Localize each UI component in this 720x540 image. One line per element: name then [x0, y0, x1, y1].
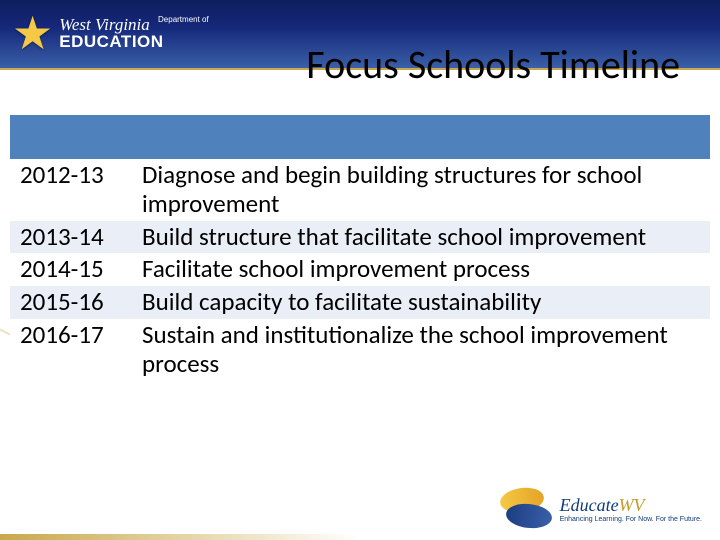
desc-cell: Sustain and institutionalize the school … — [132, 319, 710, 381]
educate-wv-mark-icon — [500, 488, 554, 530]
bottom-accent-bar — [0, 534, 360, 540]
educate-wv-brand: EducateWV — [560, 495, 702, 516]
table-row: 2013-14 Build structure that facilitate … — [10, 221, 710, 254]
logo-dept: Department of — [158, 15, 209, 24]
table-row: 2015-16 Build capacity to facilitate sus… — [10, 286, 710, 319]
logo-text: West Virginia Department of EDUCATION — [59, 16, 208, 52]
year-cell: 2013-14 — [10, 221, 132, 254]
year-cell: 2012-13 — [10, 159, 132, 221]
desc-cell: Diagnose and begin building structures f… — [132, 159, 710, 221]
swoosh-blue-icon — [504, 502, 552, 531]
year-cell: 2015-16 — [10, 286, 132, 319]
brand-wv: WV — [619, 495, 645, 515]
logo-line1: West Virginia Department of — [59, 16, 208, 33]
table-row: 2014-15 Facilitate school improvement pr… — [10, 253, 710, 286]
brand-main: Educate — [560, 495, 619, 515]
year-cell: 2016-17 — [10, 319, 132, 381]
educate-wv-text: EducateWV Enhancing Learning. For Now. F… — [560, 495, 702, 523]
desc-cell: Build structure that facilitate school i… — [132, 221, 710, 254]
timeline-table: 2012-13 Diagnose and begin building stru… — [10, 159, 710, 380]
page-title: Focus Schools Timeline — [306, 40, 680, 89]
desc-cell: Facilitate school improvement process — [132, 253, 710, 286]
educate-wv-logo: EducateWV Enhancing Learning. For Now. F… — [500, 488, 702, 530]
table-row: 2016-17 Sustain and institutionalize the… — [10, 319, 710, 381]
year-cell: 2014-15 — [10, 253, 132, 286]
educate-wv-tagline: Enhancing Learning. For Now. For the Fut… — [560, 516, 702, 523]
timeline-table-container: 2012-13 Diagnose and begin building stru… — [10, 115, 710, 380]
table-row: 2012-13 Diagnose and begin building stru… — [10, 159, 710, 221]
desc-cell: Build capacity to facilitate sustainabil… — [132, 286, 710, 319]
table-header-bar — [10, 115, 710, 159]
